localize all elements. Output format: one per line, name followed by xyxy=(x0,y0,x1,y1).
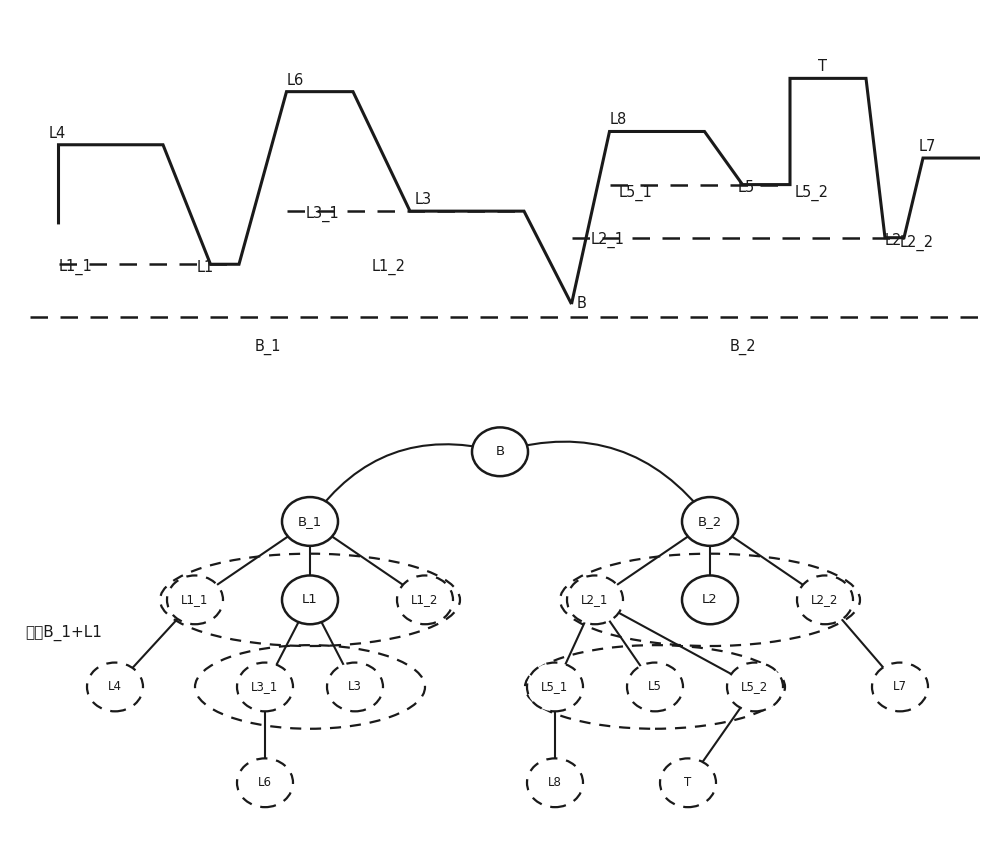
Text: L4: L4 xyxy=(108,680,122,694)
Circle shape xyxy=(282,497,338,546)
Circle shape xyxy=(627,663,683,711)
Text: L2_1: L2_1 xyxy=(581,594,609,606)
Circle shape xyxy=(660,759,716,807)
Circle shape xyxy=(527,663,583,711)
Circle shape xyxy=(872,663,928,711)
Text: T: T xyxy=(818,60,828,74)
Circle shape xyxy=(472,428,528,477)
Text: L3: L3 xyxy=(348,680,362,694)
Circle shape xyxy=(682,575,738,624)
Text: L1_1: L1_1 xyxy=(181,594,209,606)
Text: L5: L5 xyxy=(648,680,662,694)
Circle shape xyxy=(167,575,223,624)
Circle shape xyxy=(727,663,783,711)
Text: B_1: B_1 xyxy=(254,338,281,354)
Text: L2_2: L2_2 xyxy=(811,594,839,606)
Text: L1_2: L1_2 xyxy=(411,594,439,606)
Circle shape xyxy=(87,663,143,711)
Text: L1: L1 xyxy=(302,594,318,606)
Circle shape xyxy=(237,759,293,807)
Text: 层：B_1+L1: 层：B_1+L1 xyxy=(25,625,102,641)
Circle shape xyxy=(682,497,738,546)
Text: T: T xyxy=(684,776,692,789)
Text: L1: L1 xyxy=(196,260,214,274)
Text: L4: L4 xyxy=(49,125,66,141)
Text: L8: L8 xyxy=(548,776,562,789)
Circle shape xyxy=(567,575,623,624)
Text: L6: L6 xyxy=(287,72,304,88)
Circle shape xyxy=(797,575,853,624)
Text: L3_1: L3_1 xyxy=(306,205,339,221)
Text: L3: L3 xyxy=(415,192,432,207)
Text: L2: L2 xyxy=(885,233,902,248)
Text: L2: L2 xyxy=(702,594,718,606)
Circle shape xyxy=(397,575,453,624)
Text: L3_1: L3_1 xyxy=(251,680,279,694)
Text: L5: L5 xyxy=(738,180,755,195)
Text: L6: L6 xyxy=(258,776,272,789)
Text: L2_1: L2_1 xyxy=(590,232,624,248)
Circle shape xyxy=(237,663,293,711)
Text: L2_2: L2_2 xyxy=(899,235,933,251)
Text: L5_1: L5_1 xyxy=(541,680,569,694)
Text: L7: L7 xyxy=(918,139,936,154)
Text: L8: L8 xyxy=(610,113,627,127)
Text: B_2: B_2 xyxy=(698,515,722,528)
Circle shape xyxy=(527,759,583,807)
Text: L1_2: L1_2 xyxy=(372,258,406,274)
Text: B_1: B_1 xyxy=(298,515,322,528)
Text: B: B xyxy=(495,445,505,458)
Text: L7: L7 xyxy=(893,680,907,694)
Text: L5_1: L5_1 xyxy=(619,184,653,200)
Text: L5_2: L5_2 xyxy=(795,184,829,200)
Text: B_2: B_2 xyxy=(729,338,756,354)
Circle shape xyxy=(327,663,383,711)
Text: L5_2: L5_2 xyxy=(741,680,769,694)
Text: L1_1: L1_1 xyxy=(58,258,92,274)
Circle shape xyxy=(282,575,338,624)
Text: B: B xyxy=(576,296,586,311)
